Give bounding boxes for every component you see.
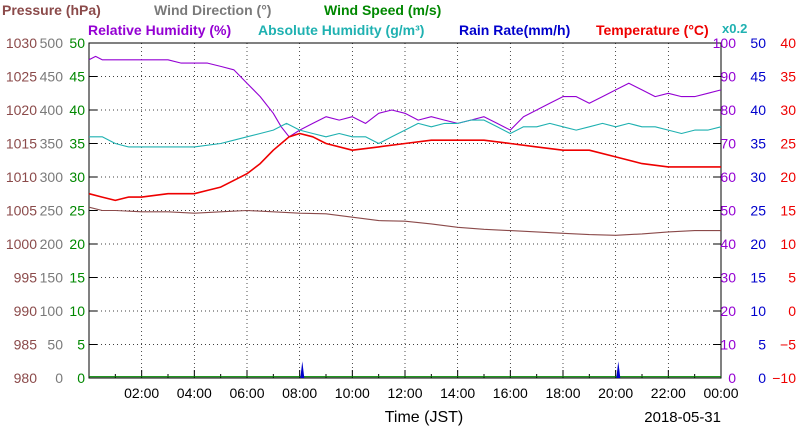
y-tick-label-rh: 10 [720,337,736,353]
y-tick-label-rain: 40 [750,102,766,118]
y-tick-label-rain: 15 [750,270,766,286]
y-tick-label-wind_speed: 0 [77,370,85,386]
y-tick-label-temp: −10 [772,370,796,386]
y-tick-label-wind_dir: 100 [40,303,64,319]
y-tick-label-temp: 0 [788,303,796,319]
y-tick-label-temp: 20 [780,169,796,185]
x-tick-label: 08:00 [282,385,317,401]
y-tick-label-wind_speed: 40 [69,102,85,118]
x-tick-label: 18:00 [545,385,580,401]
y-tick-label-pressure: 985 [14,337,38,353]
y-tick-label-rh: 30 [720,270,736,286]
y-tick-label-wind_dir: 350 [40,136,64,152]
y-tick-label-wind_speed: 50 [69,35,85,51]
y-tick-label-wind_dir: 150 [40,270,64,286]
x-axis-label: Time (JST) [385,409,464,426]
x-tick-label: 12:00 [387,385,422,401]
y-tick-label-rain: 5 [758,337,766,353]
y-tick-label-wind_speed: 35 [69,136,85,152]
legend-multiplier: x0.2 [722,21,747,36]
y-tick-label-pressure: 980 [14,370,38,386]
y-tick-label-rain: 0 [758,370,766,386]
x-tick-label: 00:00 [703,385,738,401]
y-tick-label-rh: 40 [720,236,736,252]
y-tick-label-pressure: 1005 [6,203,37,219]
y-tick-label-rh: 0 [728,370,736,386]
y-tick-label-temp: 25 [780,136,796,152]
rain-spike [616,361,621,378]
y-tick-label-wind_dir: 200 [40,236,64,252]
series-line-rh [88,55,722,138]
y-tick-label-pressure: 1000 [6,236,37,252]
y-tick-label-pressure: 995 [14,270,38,286]
x-tick-label: 10:00 [335,385,370,401]
y-tick-label-rain: 50 [750,35,766,51]
y-tick-label-temp: 10 [780,236,796,252]
legend-rain: Rain Rate(mm/h) [459,22,570,38]
legend-rh: Relative Humidity (%) [88,22,231,38]
y-tick-label-temp: 5 [788,270,796,286]
y-tick-label-wind_dir: 500 [40,35,64,51]
series-line-pressure [88,206,721,236]
y-tick-label-rh: 20 [720,303,736,319]
y-tick-label-pressure: 1010 [6,169,37,185]
y-tick-label-wind_speed: 10 [69,303,85,319]
series-line-temp [88,132,721,202]
y-tick-label-rain: 25 [750,203,766,219]
legend-wind_speed: Wind Speed (m/s) [324,2,441,18]
series-line-ah [89,119,722,148]
y-tick-label-rh: 100 [713,35,737,51]
y-tick-label-rain: 10 [750,303,766,319]
y-tick-label-temp: 35 [780,69,796,85]
x-tick-label: 22:00 [651,385,686,401]
y-tick-label-wind_speed: 30 [69,169,85,185]
y-tick-label-wind_dir: 0 [55,370,63,386]
y-tick-label-rain: 35 [750,136,766,152]
y-tick-label-temp: 30 [780,102,796,118]
y-tick-label-wind_speed: 45 [69,69,85,85]
y-tick-label-wind_speed: 15 [69,270,85,286]
x-tick-label: 02:00 [124,385,159,401]
y-tick-label-wind_speed: 5 [77,337,85,353]
y-tick-label-pressure: 990 [14,303,38,319]
y-tick-label-pressure: 1020 [6,102,37,118]
y-tick-label-wind_speed: 25 [69,203,85,219]
x-tick-label: 06:00 [229,385,264,401]
y-tick-label-rh: 90 [720,69,736,85]
y-tick-label-wind_dir: 50 [47,337,63,353]
x-tick-label: 16:00 [493,385,528,401]
legend-wind_dir: Wind Direction (°) [154,2,271,18]
y-tick-label-rain: 30 [750,169,766,185]
y-tick-label-wind_dir: 450 [40,69,64,85]
y-tick-label-pressure: 1025 [6,69,37,85]
y-tick-label-rh: 80 [720,102,736,118]
legend-temp: Temperature (°C) [596,22,709,38]
y-tick-label-pressure: 1030 [6,35,37,51]
y-tick-label-wind_speed: 20 [69,236,85,252]
y-tick-label-rh: 50 [720,203,736,219]
y-tick-label-rh: 60 [720,169,736,185]
y-tick-label-temp: 40 [780,35,796,51]
y-tick-label-rain: 20 [750,236,766,252]
y-tick-label-pressure: 1015 [6,136,37,152]
y-tick-label-wind_dir: 400 [40,102,64,118]
rain-spike [300,361,305,378]
y-tick-label-rain: 45 [750,69,766,85]
y-tick-label-wind_dir: 300 [40,169,64,185]
y-tick-label-rh: 70 [720,136,736,152]
y-tick-label-temp: 15 [780,203,796,219]
footer-date: 2018-05-31 [644,409,721,426]
legend-pressure: Pressure (hPa) [2,2,101,18]
legend-ah: Absolute Humidity (g/m³) [258,22,424,38]
x-tick-label: 14:00 [440,385,475,401]
y-tick-label-temp: −5 [780,337,796,353]
y-tick-label-wind_dir: 250 [40,203,64,219]
x-tick-label: 20:00 [598,385,633,401]
x-tick-label: 04:00 [177,385,212,401]
